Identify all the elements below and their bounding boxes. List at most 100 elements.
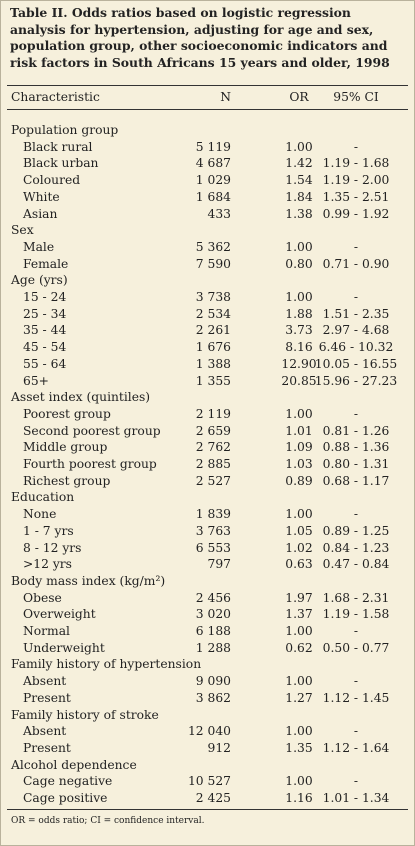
n-value: 2 456 [195, 590, 231, 605]
column-header: Characteristic [11, 90, 100, 104]
ci-value: 1.51 - 2.35 [322, 306, 390, 321]
ci-value: 2.97 - 4.68 [322, 323, 390, 338]
or-value: 1.00 [285, 139, 313, 154]
n-value: 1 684 [195, 189, 231, 204]
row-label: White [23, 189, 60, 204]
row-label: Fourth poorest group [23, 457, 157, 471]
ci-value: - [353, 724, 359, 739]
or-value: 3.73 [285, 323, 313, 338]
n-value: 912 [207, 740, 231, 755]
row-label: Coloured [23, 173, 81, 188]
group-heading: Family history of stroke [11, 707, 159, 722]
ci-value: 1.19 - 1.58 [322, 607, 390, 622]
row-label: Second poorest group [23, 423, 161, 438]
n-value: 2 885 [195, 457, 231, 471]
row-label: Black rural [23, 139, 93, 154]
n-value: 433 [207, 206, 231, 221]
footnote: OR = odds ratio; CI = confidence interva… [11, 816, 205, 826]
ci-value: - [353, 239, 359, 254]
or-value: 1.88 [285, 306, 313, 321]
n-value: 5 119 [195, 139, 231, 154]
rule [7, 809, 408, 810]
or-value: 12.90 [281, 356, 317, 371]
row-label: Female [23, 256, 69, 271]
n-value: 1 355 [195, 373, 231, 388]
row-label: Poorest group [23, 406, 111, 421]
rule [7, 109, 408, 110]
or-value: 1.00 [285, 674, 313, 689]
row-label: Richest group [23, 473, 111, 488]
column-header: OR [289, 90, 309, 104]
or-value: 1.00 [285, 624, 313, 638]
n-value: 6 553 [195, 540, 231, 555]
row-label: None [23, 507, 57, 522]
row-label: Absent [23, 674, 67, 689]
n-value: 1 029 [195, 173, 231, 188]
group-heading: Family history of hypertension [11, 657, 202, 672]
or-value: 1.09 [285, 440, 313, 455]
n-value: 2 425 [195, 791, 231, 805]
group-heading: Body mass index (kg/m²) [11, 573, 166, 588]
ci-value: 0.88 - 1.36 [322, 440, 390, 455]
n-value: 2 261 [195, 323, 231, 338]
or-value: 1.00 [285, 724, 313, 739]
row-label: 1 - 7 yrs [23, 523, 74, 538]
or-value: 1.35 [285, 740, 313, 755]
or-value: 1.54 [285, 173, 313, 188]
n-value: 10 527 [187, 774, 231, 789]
row-label: Overweight [23, 607, 96, 622]
ci-value: 0.71 - 0.90 [322, 256, 390, 271]
ci-value: - [353, 774, 359, 789]
n-value: 3 763 [195, 523, 231, 538]
row-label: Normal [23, 624, 70, 638]
ci-value: - [353, 507, 359, 522]
row-label: Cage positive [23, 791, 108, 805]
row-label: 65+ [23, 373, 49, 388]
row-label: Asian [23, 206, 58, 221]
ci-value: 0.99 - 1.92 [322, 206, 390, 221]
ci-value: 1.19 - 2.00 [322, 173, 390, 188]
or-value: 1.38 [285, 206, 313, 221]
n-value: 1 676 [195, 340, 231, 355]
ci-value: 0.84 - 1.23 [322, 540, 390, 555]
ci-value: 1.12 - 1.45 [322, 690, 390, 705]
row-label: 15 - 24 [23, 290, 67, 304]
ci-value: - [353, 139, 359, 154]
ci-value: 0.89 - 1.25 [322, 523, 390, 538]
or-value: 1.84 [285, 189, 313, 204]
n-value: 9 090 [195, 674, 231, 689]
ci-value: - [353, 406, 359, 421]
n-value: 2 534 [195, 306, 231, 321]
n-value: 3 020 [195, 607, 231, 622]
ci-value: 10.05 - 16.55 [314, 356, 398, 371]
n-value: 6 188 [195, 624, 231, 638]
ci-value: 0.50 - 0.77 [322, 640, 390, 655]
or-value: 1.37 [285, 607, 313, 622]
n-value: 2 119 [195, 406, 231, 421]
ci-value: 1.12 - 1.64 [322, 740, 390, 755]
or-value: 1.05 [285, 523, 313, 538]
ci-value: 1.68 - 2.31 [322, 590, 390, 605]
n-value: 2 527 [195, 473, 231, 488]
ci-value: - [353, 624, 359, 638]
or-value: 0.63 [285, 557, 313, 572]
row-label: 45 - 54 [23, 340, 67, 355]
column-header: 95% CI [333, 90, 379, 104]
rule [7, 85, 408, 86]
or-value: 0.89 [285, 473, 313, 488]
or-value: 1.02 [285, 540, 313, 555]
n-value: 3 738 [195, 290, 231, 304]
ci-value: 1.35 - 2.51 [322, 189, 390, 204]
or-value: 1.00 [285, 290, 313, 304]
group-heading: Alcohol dependence [11, 757, 137, 772]
row-label: 8 - 12 yrs [23, 540, 82, 555]
row-label: Present [23, 690, 71, 705]
or-value: 1.16 [285, 791, 313, 805]
row-label: Absent [23, 724, 67, 739]
n-value: 1 388 [195, 356, 231, 371]
or-value: 0.80 [285, 256, 313, 271]
or-value: 20.85 [281, 373, 317, 388]
or-value: 1.97 [285, 590, 313, 605]
or-value: 1.42 [285, 156, 313, 171]
